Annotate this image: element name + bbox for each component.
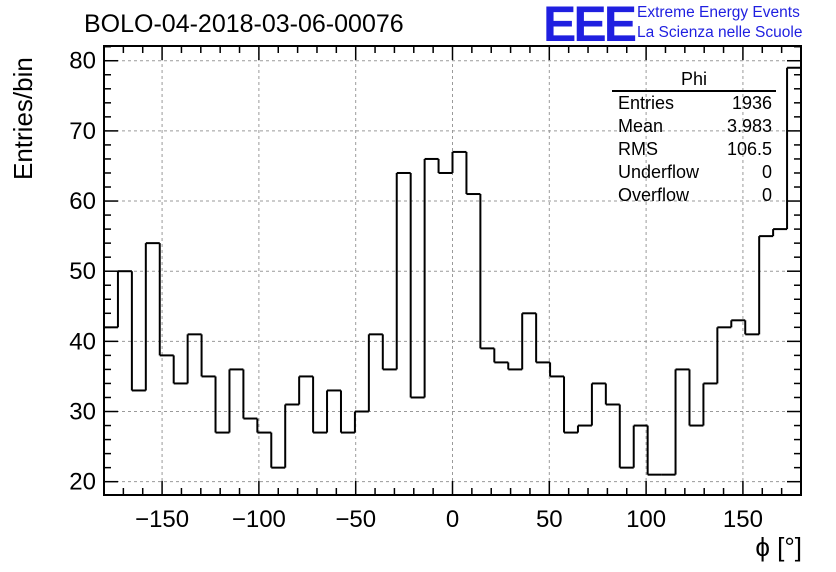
eee-logo: EEE bbox=[543, 0, 637, 52]
y-tick-label: 70 bbox=[69, 118, 96, 145]
y-tick-label: 60 bbox=[69, 188, 96, 215]
stat-value: 106.5 bbox=[726, 139, 772, 159]
logo-line-1: Extreme Energy Events bbox=[637, 4, 800, 21]
x-tick-label: 50 bbox=[536, 506, 563, 533]
x-tick-label: −100 bbox=[232, 506, 286, 533]
stat-label: Entries bbox=[618, 93, 675, 113]
stat-row-rms: RMS 106.5 bbox=[612, 138, 776, 161]
x-tick-label: 100 bbox=[626, 506, 666, 533]
stat-value: 3.983 bbox=[726, 116, 772, 136]
stat-row-underflow: Underflow 0 bbox=[612, 161, 776, 184]
y-tick-label: 30 bbox=[69, 399, 96, 426]
stat-row-entries: Entries 1936 bbox=[612, 92, 776, 115]
tick-labels: −150 −100 −50 0 50 100 150 20 30 40 50 60 70 80 bbox=[69, 48, 763, 533]
stat-row-overflow: Overflow 0 bbox=[612, 184, 776, 207]
x-tick-label: −150 bbox=[135, 506, 189, 533]
x-tick-label: 0 bbox=[446, 506, 459, 533]
stats-box: Phi Entries 1936 Mean 3.983 RMS 106.5 Un… bbox=[612, 68, 776, 207]
y-axis-label: Entries/bin bbox=[8, 57, 38, 180]
x-tick-label: −50 bbox=[335, 506, 376, 533]
y-tick-label: 20 bbox=[69, 469, 96, 496]
stat-value: 0 bbox=[761, 162, 772, 182]
stat-label: RMS bbox=[618, 139, 658, 159]
stat-value: 1936 bbox=[731, 93, 772, 113]
logo-caption: Extreme Energy Events La Scienza nelle S… bbox=[637, 3, 802, 43]
stat-label: Underflow bbox=[618, 162, 700, 182]
logo-line-2: La Scienza nelle Scuole bbox=[637, 24, 803, 41]
stat-row-mean: Mean 3.983 bbox=[612, 115, 776, 138]
y-tick-label: 80 bbox=[69, 48, 96, 75]
axes bbox=[103, 45, 802, 496]
stats-title: Phi bbox=[612, 68, 776, 92]
x-axis-label: ϕ [°] bbox=[755, 532, 802, 562]
chart-title: BOLO-04-2018-03-06-00076 bbox=[84, 10, 404, 38]
histogram-bars bbox=[104, 66, 801, 476]
y-tick-label: 40 bbox=[69, 328, 96, 355]
stat-label: Overflow bbox=[618, 185, 690, 205]
grid-lines bbox=[104, 46, 801, 495]
x-tick-label: 150 bbox=[723, 506, 763, 533]
stat-value: 0 bbox=[761, 185, 772, 205]
stat-label: Mean bbox=[618, 116, 664, 136]
y-tick-label: 50 bbox=[69, 258, 96, 285]
